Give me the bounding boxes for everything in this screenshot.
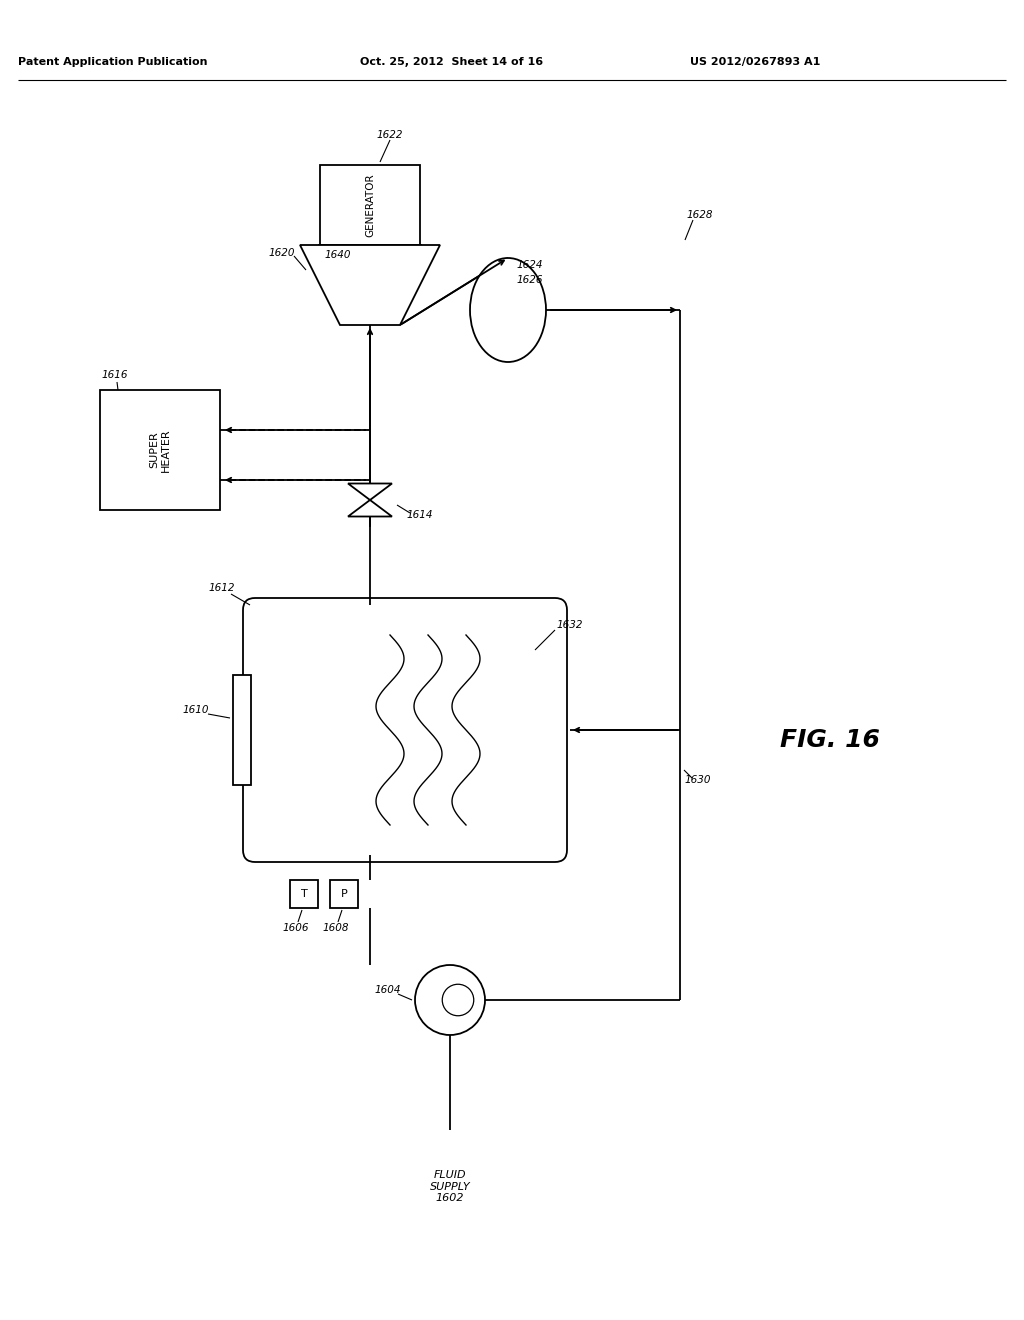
Text: P: P bbox=[341, 888, 347, 899]
Text: 1604: 1604 bbox=[375, 985, 401, 995]
Text: 1626: 1626 bbox=[517, 275, 544, 285]
Text: 1610: 1610 bbox=[182, 705, 209, 715]
Text: US 2012/0267893 A1: US 2012/0267893 A1 bbox=[690, 57, 820, 67]
Text: 1632: 1632 bbox=[557, 620, 584, 630]
Bar bbox=[319, 165, 420, 246]
Circle shape bbox=[415, 965, 485, 1035]
Text: 1608: 1608 bbox=[323, 923, 349, 933]
Text: 1616: 1616 bbox=[101, 370, 128, 380]
Text: 1630: 1630 bbox=[685, 775, 712, 785]
Text: 1624: 1624 bbox=[517, 260, 544, 271]
Text: FIG. 16: FIG. 16 bbox=[780, 729, 880, 752]
Text: 1622: 1622 bbox=[377, 129, 403, 140]
Polygon shape bbox=[300, 246, 440, 325]
Text: SUPER
HEATER: SUPER HEATER bbox=[150, 428, 171, 471]
Ellipse shape bbox=[470, 257, 546, 362]
Polygon shape bbox=[348, 500, 392, 516]
Text: Oct. 25, 2012  Sheet 14 of 16: Oct. 25, 2012 Sheet 14 of 16 bbox=[360, 57, 543, 67]
Text: 1614: 1614 bbox=[407, 510, 433, 520]
Text: Patent Application Publication: Patent Application Publication bbox=[18, 57, 208, 67]
Bar bbox=[100, 389, 220, 510]
FancyBboxPatch shape bbox=[243, 598, 567, 862]
Bar bbox=[233, 675, 251, 785]
Bar bbox=[330, 880, 358, 908]
Circle shape bbox=[442, 985, 474, 1016]
Bar bbox=[290, 880, 318, 908]
Text: 1620: 1620 bbox=[268, 248, 295, 257]
Text: 1628: 1628 bbox=[687, 210, 714, 220]
Text: GENERATOR: GENERATOR bbox=[365, 173, 375, 236]
Text: FLUID
SUPPLY
1602: FLUID SUPPLY 1602 bbox=[430, 1170, 470, 1204]
Text: T: T bbox=[301, 888, 307, 899]
Text: 1606: 1606 bbox=[283, 923, 309, 933]
Text: 1612: 1612 bbox=[209, 583, 236, 593]
Text: 1640: 1640 bbox=[325, 249, 351, 260]
Polygon shape bbox=[348, 483, 392, 500]
